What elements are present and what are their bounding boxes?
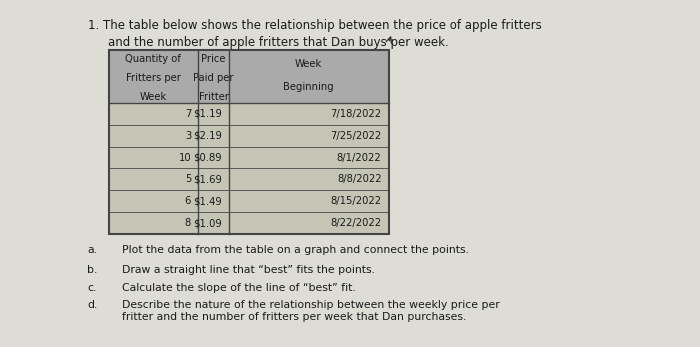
Text: Fritters per: Fritters per: [126, 73, 181, 83]
Text: $1.69: $1.69: [193, 175, 222, 185]
Text: 8/1/2022: 8/1/2022: [337, 153, 382, 162]
Bar: [108, 125, 388, 146]
Bar: [108, 50, 388, 234]
Text: Price: Price: [202, 54, 226, 64]
Text: Paid per: Paid per: [193, 73, 234, 83]
Text: 6: 6: [185, 196, 191, 206]
Text: Calculate the slope of the line of “best” fit.: Calculate the slope of the line of “best…: [122, 283, 356, 293]
Text: 7: 7: [185, 109, 191, 119]
Text: Beginning: Beginning: [284, 82, 334, 92]
Text: Quantity of: Quantity of: [125, 54, 181, 64]
Text: Draw a straight line that “best” fits the points.: Draw a straight line that “best” fits th…: [122, 265, 375, 276]
Text: $2.19: $2.19: [193, 130, 222, 141]
Bar: [108, 191, 388, 212]
Bar: [108, 212, 388, 234]
Text: 7/18/2022: 7/18/2022: [330, 109, 382, 119]
Text: a.: a.: [88, 245, 97, 255]
Text: Fritter: Fritter: [199, 92, 228, 102]
Text: b.: b.: [88, 265, 98, 276]
Text: 8: 8: [185, 218, 191, 228]
Bar: [108, 50, 388, 103]
Text: 3: 3: [185, 130, 191, 141]
Text: Plot the data from the table on a graph and connect the points.: Plot the data from the table on a graph …: [122, 245, 470, 255]
Text: 5: 5: [185, 175, 191, 185]
Text: 7/25/2022: 7/25/2022: [330, 130, 382, 141]
Text: 8/15/2022: 8/15/2022: [330, 196, 382, 206]
Text: Week: Week: [140, 92, 167, 102]
Text: Week: Week: [295, 59, 322, 69]
Text: $1.19: $1.19: [193, 109, 222, 119]
Text: c.: c.: [88, 283, 97, 293]
Text: and the number of apple fritters that Dan buys per week.: and the number of apple fritters that Da…: [108, 36, 449, 49]
Text: 8/22/2022: 8/22/2022: [330, 218, 382, 228]
Bar: [108, 146, 388, 169]
Text: $1.09: $1.09: [193, 218, 222, 228]
Bar: [108, 169, 388, 191]
Text: 8/8/2022: 8/8/2022: [337, 175, 382, 185]
Text: Describe the nature of the relationship between the weekly price per
fritter and: Describe the nature of the relationship …: [122, 300, 500, 322]
Text: 10: 10: [178, 153, 191, 162]
Text: $1.49: $1.49: [193, 196, 222, 206]
Bar: [108, 103, 388, 125]
Text: d.: d.: [88, 300, 98, 310]
Text: $0.89: $0.89: [193, 153, 222, 162]
Text: 1. The table below shows the relationship between the price of apple fritters: 1. The table below shows the relationshi…: [88, 19, 541, 32]
